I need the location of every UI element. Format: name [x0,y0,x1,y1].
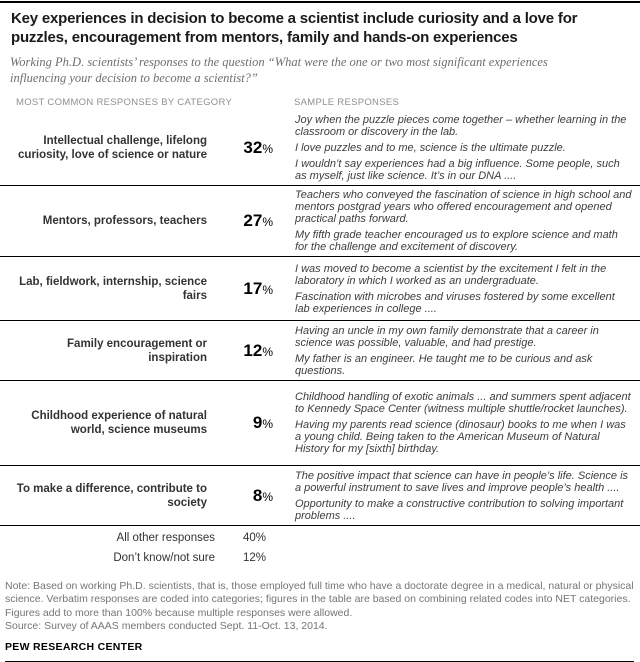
sample-responses: Having an uncle in my own family demonst… [295,325,632,377]
response-table: Intellectual challenge, lifelong curiosi… [0,110,640,526]
table-row: To make a difference, contribute to soci… [0,466,640,526]
sample-responses: The positive impact that science can hav… [295,470,632,522]
summary-label: Don’t know/not sure [113,552,215,564]
sample-response: I love puzzles and to me, science is the… [295,141,566,154]
percentage-value: 12% [243,340,273,360]
category-label: Mentors, professors, teachers [42,215,207,227]
summary-value: 40% [243,532,267,544]
sample-response: My father is an engineer. He taught me t… [295,352,593,377]
column-header-categories: MOST COMMON RESPONSES BY CATEGORY [16,97,233,108]
page-title: Key experiences in decision to become a … [11,10,578,46]
sample-response: Childhood handling of exotic animals ...… [295,391,631,415]
summary-row: All other responses 40% [8,532,640,552]
footer: Note: Based on working Ph.D. scientists,… [5,580,634,662]
subtitle: Working Ph.D. scientists’ responses to t… [10,55,548,85]
percentage-value: 9% [252,413,273,432]
percentage-value: 32% [243,137,273,157]
sample-response: Having my parents read science (dinosaur… [295,419,626,455]
category-label: To make a difference, contribute to soci… [16,482,207,509]
sample-response: Opportunity to make a constructive contr… [295,497,624,522]
percentage-value: 8% [252,485,273,505]
sample-response: Having an uncle in my own family demonst… [295,324,599,349]
summary-value: 12% [243,552,267,564]
category-label: Childhood experience of natural world, s… [31,410,207,436]
category-label: Intellectual challenge, lifelong curiosi… [18,134,207,161]
brand-label: PEW RESEARCH CENTER [5,641,143,654]
table-row: Mentors, professors, teachers 27% Teache… [0,186,640,257]
sample-response: My fifth grade teacher encouraged us to … [295,229,618,253]
sample-response: Joy when the puzzle pieces come together… [295,113,627,138]
top-rule [0,1,640,3]
sample-response: I wouldn’t say experiences had a big inf… [295,157,620,182]
source-text: Source: Survey of AAAS members conducted… [5,619,328,632]
summary-label: All other responses [116,532,215,544]
table-row: Intellectual challenge, lifelong curiosi… [0,110,640,186]
summary-rows: All other responses 40% Don’t know/not s… [0,526,640,574]
column-header-samples: SAMPLE RESPONSES [294,97,400,108]
column-headers: MOST COMMON RESPONSES BY CATEGORY SAMPLE… [16,97,640,108]
sample-responses: I was moved to become a scientist by the… [295,263,632,315]
note-text: Note: Based on working Ph.D. scientists,… [5,580,634,619]
sample-responses: Joy when the puzzle pieces come together… [295,114,632,182]
sample-response: The positive impact that science can hav… [295,469,629,494]
sample-responses: Teachers who conveyed the fascination of… [295,189,632,253]
table-row: Childhood experience of natural world, s… [0,381,640,466]
sample-response: Fascination with microbes and viruses fo… [295,290,615,315]
table-row: Lab, fieldwork, internship, science fair… [0,257,640,321]
summary-row: Don’t know/not sure 12% [8,552,640,572]
percentage-value: 17% [243,278,273,298]
category-label: Family encouragement or inspiration [67,337,207,364]
sample-response: I was moved to become a scientist by the… [295,262,607,287]
sample-response: Teachers who conveyed the fascination of… [295,189,632,225]
category-label: Lab, fieldwork, internship, science fair… [19,275,207,302]
table-row: Family encouragement or inspiration 12% … [0,321,640,381]
percentage-value: 27% [243,211,273,230]
sample-responses: Childhood handling of exotic animals ...… [295,391,632,455]
